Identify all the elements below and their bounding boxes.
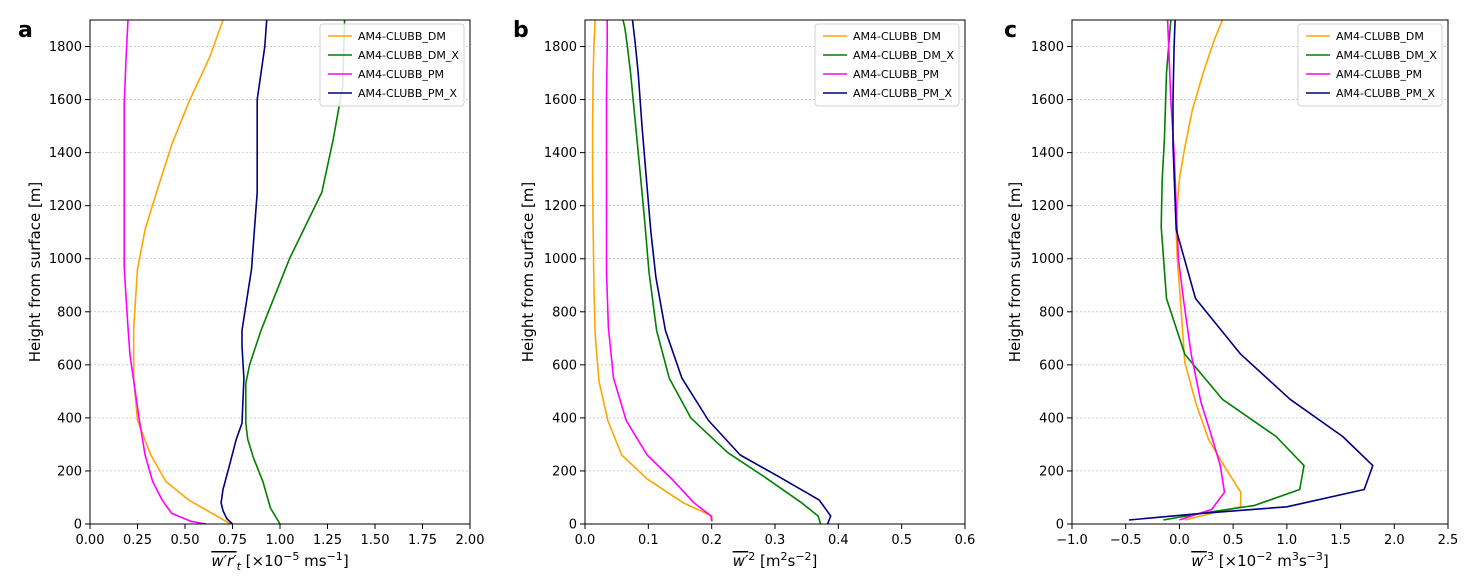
x-tick-label: −1.0: [1056, 533, 1088, 548]
y-tick-label: 800: [57, 305, 82, 320]
x-tick-label: 0.25: [123, 533, 152, 548]
x-tick-label: 0.4: [828, 533, 849, 548]
legend-label: AM4-CLUBB_PM: [853, 68, 939, 81]
y-tick-label: 1000: [544, 252, 577, 267]
y-tick-label: 1800: [544, 40, 577, 55]
y-tick-label: 600: [57, 358, 82, 373]
x-tick-label: 1.25: [313, 533, 342, 548]
legend-label: AM4-CLUBB_PM: [1336, 68, 1422, 81]
y-tick-label: 1600: [1031, 93, 1064, 108]
y-tick-label: 1200: [544, 199, 577, 214]
panel-c: −1.0 −0.5 0.0 0.5 1.0 1.5 2.0 2.5 0 200 400 600 800 1…: [1004, 18, 1458, 570]
y-tick-label: 1000: [49, 252, 82, 267]
panel-letter: b: [513, 18, 529, 43]
legend-label: AM4-CLUBB_DM: [358, 30, 446, 43]
y-tick-label: 200: [552, 464, 577, 479]
legend-label: AM4-CLUBB_DM_X: [853, 49, 954, 62]
x-tick-label: 2.00: [456, 533, 485, 548]
series-line-am4-clubb-pm-x: [631, 20, 832, 524]
y-tick-label: 200: [1039, 464, 1064, 479]
series-line-am4-clubb-dm-x: [1160, 20, 1305, 521]
x-tick-label: 2.5: [1438, 533, 1459, 548]
x-tick-label: 1.0: [1277, 533, 1298, 548]
y-axis-label: Height from surface [m]: [26, 182, 44, 363]
y-tick-label: 1200: [49, 199, 82, 214]
legend: AM4-CLUBB_DM AM4-CLUBB_DM_X AM4-CLUBB_PM AM…: [319, 23, 465, 107]
legend-box: [814, 23, 960, 107]
x-tick-label: −0.5: [1110, 533, 1142, 548]
y-tick-label: 1400: [49, 146, 82, 161]
series-line-am4-clubb-pm: [1166, 20, 1226, 521]
y-tick-label: 400: [552, 411, 577, 426]
legend-label: AM4-CLUBB_DM: [1336, 30, 1424, 43]
y-tick-label: 1600: [544, 93, 577, 108]
series-line-am4-clubb-dm: [132, 20, 231, 524]
x-axis-label: w′3 [×10−2 m3s−3]: [1191, 550, 1328, 570]
x-tick-label: 1.50: [361, 533, 390, 548]
panel-a: 0.00 0.25 0.50 0.75 1.00 1.25 1.50 1.75 2.00 0 200…: [18, 18, 484, 573]
y-tick-label: 0: [569, 518, 577, 533]
series-line-am4-clubb-dm-x: [622, 20, 822, 524]
x-tick-label: 0.6: [955, 533, 976, 548]
y-tick-label: 400: [57, 411, 82, 426]
series-line-am4-clubb-pm-x: [1128, 20, 1374, 521]
panel-letter: a: [18, 18, 33, 43]
x-axis-label: w′2 [m2s−2]: [733, 550, 818, 570]
y-tick-label: 1000: [1031, 252, 1064, 267]
legend-label: AM4-CLUBB_DM_X: [1336, 49, 1437, 62]
y-tick-label: 1800: [49, 40, 82, 55]
x-tick-label: 0.50: [171, 533, 200, 548]
y-axis-label: Height from surface [m]: [1006, 182, 1024, 363]
x-tick-label: 0.5: [891, 533, 912, 548]
x-tick-label: 0.3: [765, 533, 786, 548]
series-line-am4-clubb-dm-x: [245, 20, 346, 524]
y-tick-label: 800: [1039, 305, 1064, 320]
series-line-am4-clubb-dm: [591, 20, 714, 522]
x-tick-label: 0.0: [575, 533, 596, 548]
legend-label: AM4-CLUBB_PM_X: [853, 87, 953, 100]
y-tick-label: 1400: [544, 146, 577, 161]
y-tick-label: 1600: [49, 93, 82, 108]
panel-letter: c: [1004, 18, 1017, 43]
legend: AM4-CLUBB_DM AM4-CLUBB_DM_X AM4-CLUBB_PM AM…: [1297, 23, 1443, 107]
x-tick-label: 0.00: [76, 533, 105, 548]
legend-label: AM4-CLUBB_PM_X: [358, 87, 458, 100]
series-line-am4-clubb-pm: [123, 20, 207, 524]
legend-label: AM4-CLUBB_PM: [358, 68, 444, 81]
y-tick-label: 800: [552, 305, 577, 320]
y-tick-label: 400: [1039, 411, 1064, 426]
series-line-am4-clubb-pm: [605, 20, 713, 522]
x-tick-label: 0.75: [218, 533, 247, 548]
series-line-am4-clubb-pm-x: [220, 20, 268, 524]
y-tick-label: 200: [57, 464, 82, 479]
y-tick-label: 1200: [1031, 199, 1064, 214]
x-tick-label: 0.0: [1169, 533, 1190, 548]
x-tick-label: 2.0: [1384, 533, 1405, 548]
y-tick-label: 0: [1056, 518, 1064, 533]
x-tick-label: 1.00: [266, 533, 295, 548]
x-tick-label: 1.75: [408, 533, 437, 548]
x-tick-label: 0.2: [701, 533, 722, 548]
legend-label: AM4-CLUBB_DM_X: [358, 49, 459, 62]
legend: AM4-CLUBB_DM AM4-CLUBB_DM_X AM4-CLUBB_PM AM…: [814, 23, 960, 107]
x-tick-label: 1.5: [1330, 533, 1351, 548]
y-axis-label: Height from surface [m]: [519, 182, 537, 363]
x-tick-label: 0.5: [1223, 533, 1244, 548]
y-tick-label: 0: [74, 518, 82, 533]
panel-b: 0.0 0.1 0.2 0.3 0.4 0.5 0.6 0 200 400 600 800 1000 12…: [513, 18, 975, 570]
legend-box: [319, 23, 465, 107]
x-axis-label: w′r′t [×10−5 ms−1]: [211, 550, 348, 573]
axes-frame: [1071, 19, 1449, 525]
y-tick-label: 1400: [1031, 146, 1064, 161]
y-tick-label: 1800: [1031, 40, 1064, 55]
x-tick-label: 0.1: [638, 533, 659, 548]
legend-box: [1297, 23, 1443, 107]
legend-label: AM4-CLUBB_DM: [853, 30, 941, 43]
series-line-am4-clubb-dm: [1175, 20, 1242, 521]
legend-label: AM4-CLUBB_PM_X: [1336, 87, 1436, 100]
y-tick-label: 600: [552, 358, 577, 373]
y-tick-label: 600: [1039, 358, 1064, 373]
